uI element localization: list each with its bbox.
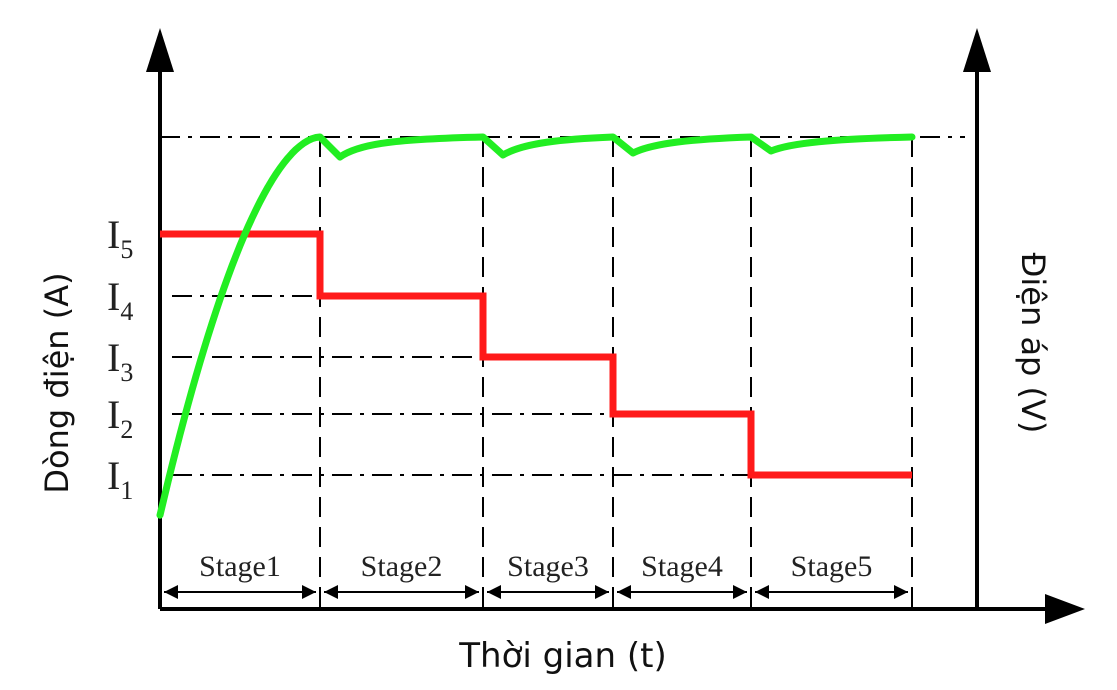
stage-label-3: Stage3 [507, 550, 589, 583]
level-label-2: I2 [107, 392, 133, 444]
level-label-sub-3: 3 [120, 358, 133, 387]
series-group [156, 133, 916, 519]
stage-arrowhead-right-2 [465, 585, 479, 599]
stage-label-4: Stage4 [641, 550, 723, 583]
level-label-4: I4 [107, 274, 133, 326]
level-label-sub-1: 1 [120, 476, 133, 505]
stage-label-5: Stage5 [791, 550, 873, 583]
stage-arrows [164, 585, 908, 599]
stage-arrowhead-right-3 [595, 585, 609, 599]
stage-arrowhead-left-5 [755, 585, 769, 599]
level-label-sub-4: 4 [120, 297, 133, 326]
stage-arrowhead-left-2 [324, 585, 338, 599]
y-axis-right-arrowhead [963, 28, 991, 72]
stage-labels: Stage1 Stage2 Stage3 Stage4 Stage5 [199, 550, 872, 583]
level-label-sub-5: 5 [120, 235, 133, 264]
guide-lines [160, 136, 965, 609]
stage-arrowhead-right-5 [894, 585, 908, 599]
y-axis-label-left: Dòng điện (A) [38, 272, 76, 493]
stage-arrowhead-right-1 [302, 585, 316, 599]
y-axis-label-right: Điện áp (V) [1014, 253, 1052, 434]
x-axis-label: Thời gian (t) [458, 636, 666, 676]
stage-label-2: Stage2 [361, 550, 443, 583]
level-label-3: I3 [107, 335, 133, 387]
level-label-1: I1 [107, 453, 133, 505]
voltage-curve [156, 133, 916, 519]
level-label-5: I5 [107, 212, 133, 264]
current-step-line [160, 230, 912, 479]
stage-arrowhead-left-3 [487, 585, 501, 599]
stage-label-1: Stage1 [199, 550, 281, 583]
x-axis-arrowhead [1045, 594, 1085, 624]
y-axis-left-arrowhead [146, 28, 174, 72]
stage-arrowhead-right-4 [733, 585, 747, 599]
level-label-sub-2: 2 [120, 415, 133, 444]
stage-arrowhead-left-1 [164, 585, 178, 599]
stage-arrowhead-left-4 [617, 585, 631, 599]
